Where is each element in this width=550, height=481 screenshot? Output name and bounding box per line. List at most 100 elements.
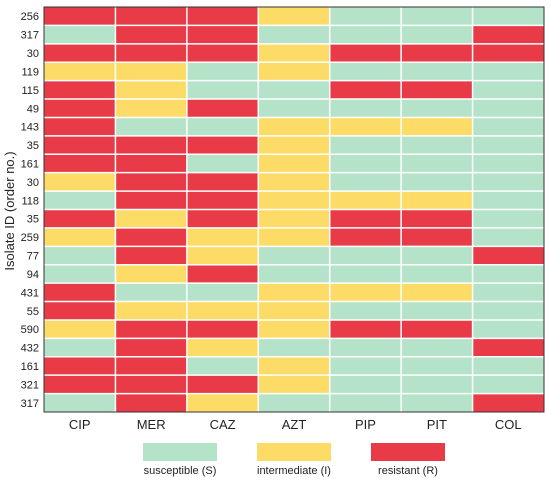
heatmap-cell [186,25,259,44]
heatmap-cell [329,227,402,247]
y-tick-label: 49 [27,103,39,115]
heatmap-cell [115,172,187,192]
heatmap-cell [329,172,402,192]
heatmap-cell [401,227,473,247]
heatmap-cell [258,319,330,339]
heatmap-cell [186,191,259,210]
y-tick-labels: 256 317 30 119 115 49 143 35 161 30 118 35 259 77 94 43… [21,11,39,410]
heatmap-cell [115,301,187,320]
x-tick-label: PIP [355,417,376,432]
heatmap-cell [258,43,330,63]
heatmap-cell [115,135,187,155]
heatmap-cell [115,338,187,357]
x-tick-label: CIP [69,417,91,432]
heatmap-cell [186,62,259,81]
heatmap-cell [472,301,544,320]
heatmap-cell [401,246,473,265]
heatmap-cell [329,319,402,339]
heatmap-cell [115,227,187,247]
y-tick-label: 161 [21,158,39,170]
heatmap-cell [44,117,116,136]
heatmap-cell [258,117,330,136]
heatmap-cell [472,135,544,155]
heatmap-cell [258,338,330,357]
heatmap-cell [329,7,402,26]
y-tick-label: 30 [27,177,39,189]
y-tick-label: 256 [21,11,39,23]
heatmap-cell [115,99,187,118]
y-tick-label: 431 [21,287,39,299]
cell-gridlines [44,7,544,412]
heatmap-cell [186,80,259,100]
heatmap-cell [401,99,473,118]
heatmap-cell [115,356,187,376]
heatmap-cell [258,172,330,192]
heatmap-cell [186,393,259,412]
heatmap-cell [258,283,330,302]
heatmap-cell [258,154,330,173]
heatmap-cell [186,117,259,136]
heatmap-cell [258,227,330,247]
heatmap-cell [472,154,544,173]
heatmap-cell [115,80,187,100]
heatmap-cell [329,25,402,44]
legend-label: susceptible (S) [144,465,217,477]
heatmap-cell [258,7,330,26]
heatmap-cell [401,172,473,192]
heatmap-cell [186,319,259,339]
heatmap-cell [186,209,259,228]
heatmap-cell [401,264,473,284]
heatmap-cell [401,338,473,357]
heatmap-cell [115,264,187,284]
heatmap-cell [401,62,473,81]
heatmap-cell [44,246,116,265]
heatmap-cell [44,25,116,44]
x-tick-label: MER [137,417,166,432]
heatmap-cell [472,99,544,118]
heatmap-cell [258,301,330,320]
heatmap-cell [44,209,116,228]
heatmap-cell [401,356,473,376]
heatmap-cell [472,393,544,412]
legend-swatch [143,443,217,461]
heatmap-cell [44,43,116,63]
heatmap-cell [186,301,259,320]
y-tick-label: 77 [27,251,39,263]
heatmap-cell [186,172,259,192]
heatmap-cell [472,227,544,247]
heatmap-cell [44,99,116,118]
heatmap-cell [258,99,330,118]
y-tick-label: 317 [21,30,39,42]
heatmap-cell [329,301,402,320]
heatmap-cell [472,209,544,228]
heatmap-cell [258,356,330,376]
heatmap-cell [329,62,402,81]
heatmap-cell [472,25,544,44]
heatmap-cell [258,25,330,44]
heatmap-cell [401,393,473,412]
heatmap-cell [115,375,187,394]
heatmap-cell [115,117,187,136]
heatmap-cell [472,172,544,192]
heatmap-cell [115,191,187,210]
heatmap-cell [401,43,473,63]
x-tick-label: PIT [427,417,447,432]
heatmap-cell [329,80,402,100]
y-tick-label: 161 [21,361,39,373]
heatmap-cell [44,80,116,100]
y-tick-label: 590 [21,324,39,336]
y-tick-label: 317 [21,398,39,410]
plot-frame [43,6,545,413]
heatmap-cell [44,356,116,376]
heatmap-cell [186,7,259,26]
heatmap-cell [115,283,187,302]
heatmap-cell [186,375,259,394]
heatmap-cell [401,375,473,394]
heatmap-cell [258,209,330,228]
heatmap-cell [472,319,544,339]
heatmap-cell [401,117,473,136]
heatmap-cell [258,375,330,394]
heatmap-cell [329,356,402,376]
heatmap-cell [186,154,259,173]
